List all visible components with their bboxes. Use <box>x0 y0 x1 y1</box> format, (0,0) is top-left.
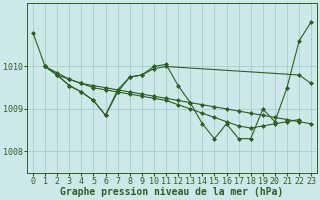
X-axis label: Graphe pression niveau de la mer (hPa): Graphe pression niveau de la mer (hPa) <box>60 187 284 197</box>
